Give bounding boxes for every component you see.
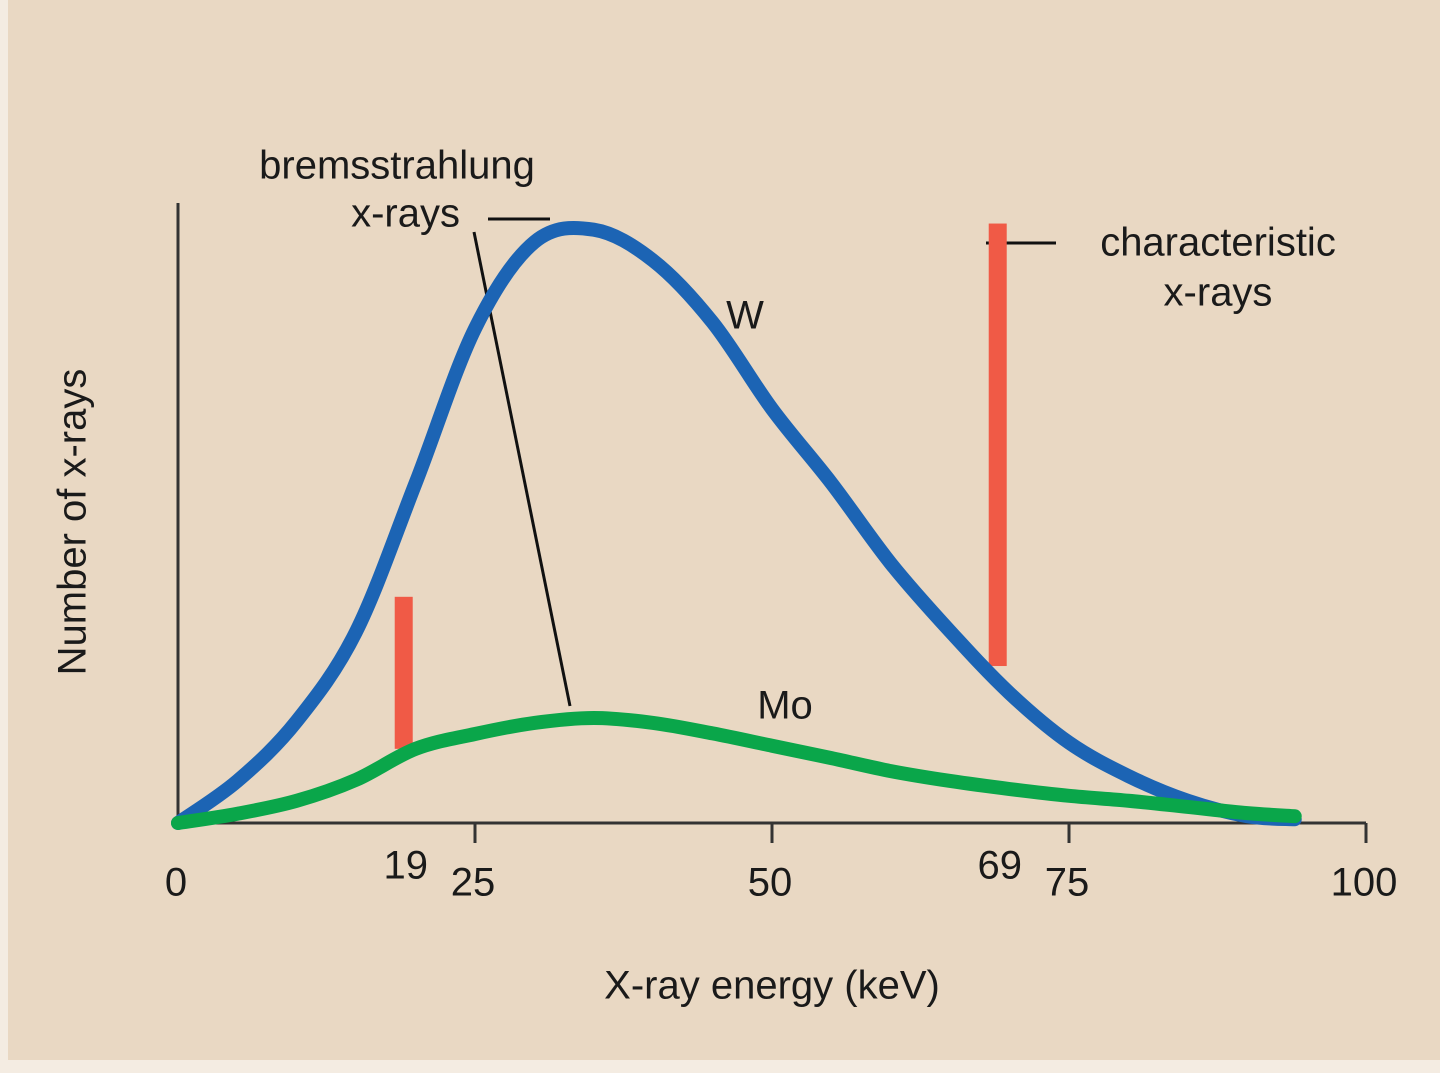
series-label: Mo <box>757 684 813 728</box>
annotation: x-rays <box>351 192 460 236</box>
series-line <box>171 710 1302 830</box>
characteristic-line <box>988 223 1007 667</box>
x-tick-label: 50 <box>748 861 793 905</box>
x-energy-label: 69 <box>977 844 1022 888</box>
annotation: bremsstrahlung <box>259 144 535 188</box>
series-line <box>171 220 1302 830</box>
x-tick-label: 100 <box>1331 861 1398 905</box>
chart-background <box>8 0 1440 1060</box>
annotation: x-rays <box>1164 271 1273 315</box>
x-energy-label: 19 <box>383 844 428 888</box>
x-axis-label: X-ray energy (keV) <box>604 964 940 1008</box>
x-tick-label: 0 <box>165 861 187 905</box>
annotation: characteristic <box>1100 221 1336 265</box>
series-label: W <box>726 294 764 338</box>
x-tick-label: 25 <box>451 861 496 905</box>
characteristic-line <box>394 596 413 749</box>
x-tick-label: 75 <box>1045 861 1090 905</box>
y-axis-label: Number of x-rays <box>51 369 95 676</box>
